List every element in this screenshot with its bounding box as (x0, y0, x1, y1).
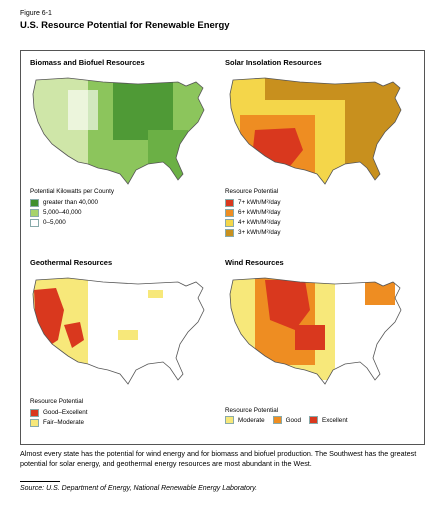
figure-caption: Almost every state has the potential for… (20, 449, 417, 468)
legend-swatch (225, 229, 234, 237)
figure-frame (20, 50, 425, 445)
legend-swatch (225, 416, 234, 424)
solar-map (229, 77, 402, 185)
solar-panel-title: Solar Insolation Resources (225, 58, 322, 67)
biomass-map (32, 77, 205, 185)
legend-swatch (272, 416, 282, 424)
legend-label: 5,000–40,000 (43, 209, 82, 216)
legend-label: 3+ kWh/M²/day (238, 229, 281, 236)
legend-swatch (225, 219, 234, 227)
wind-legend-item: Excellent (309, 416, 348, 424)
solar-legend-item: 7+ kWh/M²/day (225, 198, 281, 208)
legend-swatch (309, 416, 319, 424)
wind-legend: Resource Potential Moderate Good Excelle… (225, 407, 356, 424)
legend-swatch (225, 199, 234, 207)
geothermal-map (32, 277, 205, 385)
solar-legend-title: Resource Potential (225, 188, 279, 195)
legend-label: Excellent (322, 416, 348, 424)
wind-legend-item: Good (272, 416, 302, 424)
wind-panel-title: Wind Resources (225, 258, 284, 267)
legend-swatch (30, 199, 39, 207)
legend-swatch (30, 409, 39, 417)
figure-title: U.S. Resource Potential for Renewable En… (20, 20, 230, 31)
solar-legend: Resource Potential 7+ kWh/M²/day 6+ kWh/… (225, 187, 281, 238)
legend-swatch (30, 419, 39, 427)
geothermal-panel-title: Geothermal Resources (30, 258, 113, 267)
legend-label: Moderate (238, 416, 265, 424)
biomass-legend-item: 5,000–40,000 (30, 208, 114, 218)
solar-legend-item: 4+ kWh/M²/day (225, 218, 281, 228)
legend-swatch (30, 209, 39, 217)
legend-label: Good (285, 416, 302, 424)
geothermal-legend-title: Resource Potential (30, 398, 84, 405)
biomass-legend-item: 0–5,000 (30, 218, 114, 228)
legend-label: greater than 40,000 (43, 199, 98, 206)
legend-label: 6+ kWh/M²/day (238, 209, 281, 216)
wind-legend-title: Resource Potential (225, 407, 279, 414)
geothermal-legend: Resource Potential Good–Excellent Fair–M… (30, 397, 87, 428)
geothermal-legend-item: Fair–Moderate (30, 418, 87, 428)
geothermal-legend-item: Good–Excellent (30, 408, 87, 418)
legend-label: 0–5,000 (43, 219, 66, 226)
source-divider (20, 481, 60, 482)
biomass-legend-item: greater than 40,000 (30, 198, 114, 208)
legend-label: 7+ kWh/M²/day (238, 199, 281, 206)
legend-swatch (225, 209, 234, 217)
source-note: Source: U.S. Department of Energy, Natio… (20, 485, 258, 492)
biomass-legend: Potential Kilowatts per County greater t… (30, 187, 114, 228)
wind-legend-item: Moderate (225, 416, 265, 424)
wind-map (229, 277, 402, 385)
legend-swatch (30, 219, 39, 227)
solar-legend-item: 3+ kWh/M²/day (225, 228, 281, 238)
biomass-panel-title: Biomass and Biofuel Resources (30, 58, 145, 67)
figure-label: Figure 6-1 (20, 10, 52, 17)
solar-legend-item: 6+ kWh/M²/day (225, 208, 281, 218)
biomass-legend-title: Potential Kilowatts per County (30, 188, 115, 195)
legend-label: Fair–Moderate (43, 419, 84, 426)
legend-label: Good–Excellent (43, 409, 88, 416)
legend-label: 4+ kWh/M²/day (238, 219, 281, 226)
